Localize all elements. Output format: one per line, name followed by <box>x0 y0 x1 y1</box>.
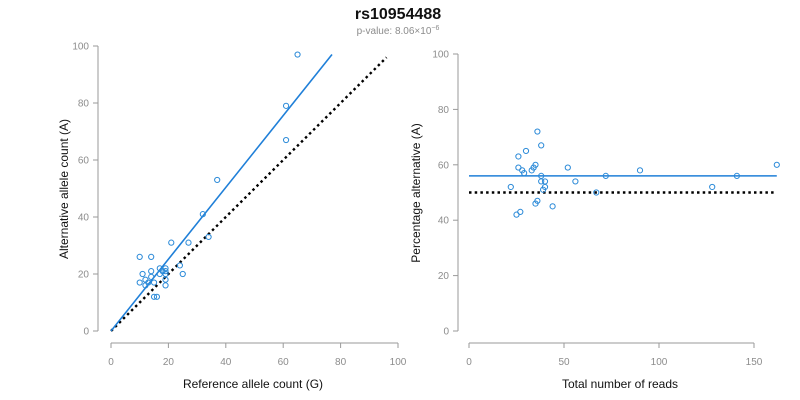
left-data-point <box>153 293 161 300</box>
left-y-tick-label: 20 <box>78 270 90 281</box>
right-points <box>507 128 780 218</box>
figure-subtitle: p-value: 8.06×10−6 <box>357 25 440 37</box>
left-data-point <box>176 262 183 269</box>
right-data-point <box>572 178 579 185</box>
right-data-point <box>521 170 528 177</box>
left-x-tick-label: 20 <box>163 357 175 368</box>
right-data-point <box>733 172 741 179</box>
right-x-tick-label: 50 <box>558 357 570 368</box>
right-data-point <box>534 197 541 204</box>
right-data-point <box>709 183 716 191</box>
right-data-point <box>538 142 545 149</box>
left-fit-line <box>110 54 333 332</box>
left-reference-line <box>110 56 388 332</box>
right-x-tick-label: 0 <box>466 357 472 368</box>
left-data-point <box>294 51 301 58</box>
right-data-point <box>636 167 644 174</box>
left-lines <box>110 54 388 332</box>
left-y-tick-label: 80 <box>78 99 90 110</box>
left-data-point <box>136 279 143 286</box>
left-y-axis-label: Alternative allele count (A) <box>57 119 71 259</box>
right-data-point <box>517 208 524 215</box>
left-data-point <box>282 136 290 144</box>
left-data-point <box>136 253 143 260</box>
left-data-point <box>168 239 175 246</box>
right-x-axis-label: Total number of reads <box>562 377 678 391</box>
right-data-point <box>564 164 571 171</box>
right-y-tick-label: 0 <box>443 327 449 338</box>
right-scatter-panel: 0 50 100 150 0 20 40 60 80 100 Total number of re… <box>409 50 780 391</box>
left-data-point <box>148 253 155 260</box>
left-x-tick-label: 60 <box>278 357 290 368</box>
right-x-tick-label: 100 <box>651 357 668 368</box>
left-x-tick-label: 0 <box>108 357 114 368</box>
left-x-axis-label: Reference allele count (G) <box>183 377 323 391</box>
left-y-tick-label: 40 <box>78 213 90 224</box>
left-axes: 0 20 40 60 80 100 0 20 40 60 80 100 <box>72 42 406 369</box>
left-y-tick-label: 100 <box>72 42 89 53</box>
left-data-point <box>162 282 169 289</box>
right-y-tick-label: 60 <box>438 160 450 171</box>
left-data-point <box>199 211 206 218</box>
left-scatter-panel: 0 20 40 60 80 100 0 20 40 60 80 100 Reference allel… <box>57 42 407 392</box>
left-data-point <box>148 268 155 275</box>
left-data-point <box>150 293 158 300</box>
left-data-point <box>282 102 290 109</box>
left-x-tick-label: 80 <box>335 357 347 368</box>
right-data-point <box>602 172 609 179</box>
right-y-tick-label: 20 <box>438 271 450 282</box>
right-x-tick-label: 150 <box>746 357 763 368</box>
right-axes: 0 50 100 150 0 20 40 60 80 100 <box>432 50 762 369</box>
right-data-point <box>534 128 541 135</box>
right-data-point <box>593 189 600 196</box>
figure-title: rs10954488 <box>355 6 441 23</box>
left-data-point <box>205 233 212 241</box>
left-points <box>136 51 301 300</box>
right-data-point <box>507 183 514 191</box>
right-y-tick-label: 100 <box>432 50 449 61</box>
subtitle-exponent: −6 <box>431 25 439 32</box>
left-x-tick-label: 40 <box>220 357 232 368</box>
right-y-tick-label: 80 <box>438 105 450 116</box>
left-data-point <box>145 279 152 286</box>
left-data-point <box>214 176 221 184</box>
left-data-point <box>148 273 155 280</box>
right-data-point <box>773 161 780 168</box>
left-data-point <box>139 270 146 278</box>
left-y-tick-label: 60 <box>78 156 90 167</box>
left-data-point <box>162 268 169 275</box>
left-data-point <box>162 270 169 278</box>
right-data-point <box>538 172 545 179</box>
right-data-point <box>515 153 522 160</box>
left-data-point <box>179 270 186 278</box>
left-data-point <box>162 265 169 272</box>
right-y-tick-label: 40 <box>438 216 450 227</box>
left-x-tick-label: 100 <box>390 357 407 368</box>
left-data-point <box>185 239 192 246</box>
subtitle-prefix: p-value: 8.06×10 <box>357 26 432 37</box>
left-data-point <box>150 279 158 286</box>
right-data-point <box>549 203 556 210</box>
right-data-point <box>541 178 549 185</box>
right-data-point <box>532 161 539 168</box>
left-y-tick-label: 0 <box>83 327 89 338</box>
right-y-axis-label: Percentage alternative (A) <box>409 123 423 262</box>
right-lines <box>469 175 777 194</box>
right-data-point <box>522 147 530 155</box>
